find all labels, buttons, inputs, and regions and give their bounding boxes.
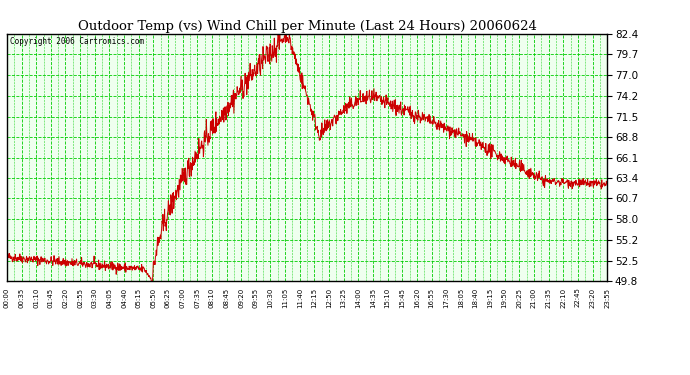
Title: Outdoor Temp (vs) Wind Chill per Minute (Last 24 Hours) 20060624: Outdoor Temp (vs) Wind Chill per Minute … <box>77 20 537 33</box>
Text: Copyright 2006 Cartronics.com: Copyright 2006 Cartronics.com <box>10 38 144 46</box>
